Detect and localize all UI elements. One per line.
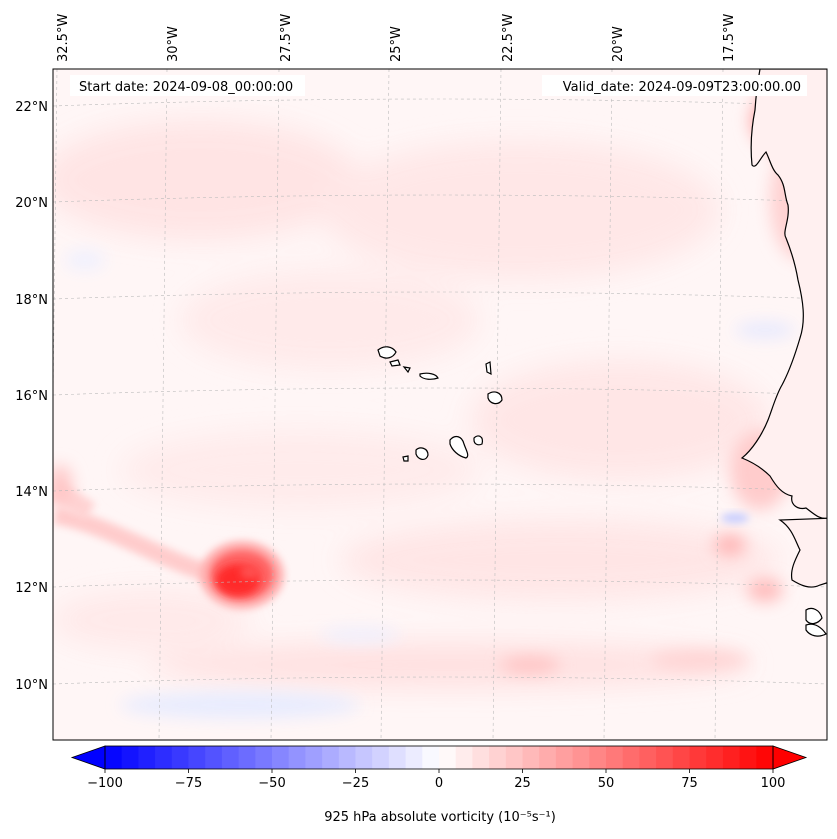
start-date-label: Start date: 2024-09-08_00:00:00 bbox=[79, 80, 293, 95]
colorbar-segment bbox=[338, 746, 356, 769]
colorbar-segment bbox=[238, 746, 256, 769]
colorbar-segment bbox=[288, 746, 306, 769]
colorbar-segment bbox=[405, 746, 423, 769]
colorbar-segment bbox=[706, 746, 724, 769]
colorbar-tick-label: −50 bbox=[258, 776, 285, 791]
colorbar: −100 −75 −50 −25 0 25 50 75 100 bbox=[70, 745, 808, 791]
colorbar-segment bbox=[372, 746, 390, 769]
colorbar-segment bbox=[255, 746, 273, 769]
colorbar-tick-label: −25 bbox=[342, 776, 369, 791]
map-frame bbox=[52, 68, 828, 741]
colorbar-tick-label: 0 bbox=[435, 776, 443, 791]
colorbar-segment bbox=[539, 746, 557, 769]
parallel-line bbox=[53, 676, 827, 685]
colorbar-segment bbox=[589, 746, 607, 769]
colorbar-segment bbox=[455, 746, 473, 769]
lon-label: 30°W bbox=[166, 26, 181, 62]
colorbar-segment bbox=[672, 746, 690, 769]
longitude-labels: 32.5°W 30°W 27.5°W 25°W 22.5°W 20°W 17.5… bbox=[56, 14, 737, 62]
colorbar-segment bbox=[472, 746, 490, 769]
lon-label: 27.5°W bbox=[279, 14, 294, 62]
lat-label: 18°N bbox=[15, 293, 48, 308]
colorbar-segment bbox=[756, 746, 774, 769]
vorticity-field bbox=[53, 69, 827, 740]
latitude-labels: 22°N 20°N 18°N 16°N 14°N 12°N 10°N bbox=[15, 100, 48, 693]
colorbar-segment bbox=[355, 746, 373, 769]
colorbar-segment bbox=[572, 746, 590, 769]
lat-label: 16°N bbox=[15, 389, 48, 404]
parallel-line bbox=[53, 291, 827, 300]
lon-label: 25°W bbox=[389, 26, 404, 62]
lat-label: 22°N bbox=[15, 100, 48, 115]
colorbar-segment bbox=[505, 746, 523, 769]
colorbar-segment bbox=[322, 746, 340, 769]
colorbar-segment bbox=[221, 746, 240, 769]
lat-label: 10°N bbox=[15, 678, 48, 693]
colorbar-segment bbox=[155, 746, 173, 769]
colorbar-tick-label: −100 bbox=[87, 776, 123, 791]
parallel-line bbox=[53, 194, 827, 203]
colorbar-segment bbox=[205, 746, 223, 769]
colorbar-segment bbox=[105, 746, 123, 769]
colorbar-segment bbox=[739, 746, 757, 769]
colorbar-tick-label: 75 bbox=[681, 776, 698, 791]
colorbar-segment bbox=[622, 746, 640, 769]
colorbar-segment bbox=[656, 746, 674, 769]
colorbar-segment bbox=[121, 746, 139, 769]
lon-label: 17.5°W bbox=[722, 14, 737, 62]
colorbar-segment bbox=[489, 746, 507, 769]
lat-label: 20°N bbox=[15, 196, 48, 211]
colorbar-segment bbox=[388, 746, 407, 769]
parallel-line bbox=[53, 98, 827, 107]
colorbar-segment bbox=[138, 746, 156, 769]
colorbar-segment bbox=[272, 746, 290, 769]
vortex-feature bbox=[200, 541, 284, 609]
lon-label: 22.5°W bbox=[501, 14, 516, 62]
colorbar-tick-label: 25 bbox=[514, 776, 531, 791]
colorbar-label: 925 hPa absolute vorticity (10⁻⁵s⁻¹) bbox=[324, 810, 556, 825]
colorbar-segment bbox=[555, 746, 574, 769]
colorbar-extend-low bbox=[70, 745, 106, 770]
colorbar-segment bbox=[439, 746, 457, 769]
colorbar-segment bbox=[522, 746, 540, 769]
lon-label: 20°W bbox=[611, 26, 626, 62]
coastline bbox=[377, 69, 827, 637]
valid-date-label: Valid_date: 2024-09-09T23:00:00.00 bbox=[563, 80, 801, 95]
colorbar-extend-high bbox=[772, 745, 808, 770]
colorbar-segment bbox=[188, 746, 206, 769]
graticule bbox=[53, 69, 827, 740]
colorbar-segment bbox=[422, 746, 440, 769]
parallel-line bbox=[53, 387, 827, 396]
colorbar-tick-label: −75 bbox=[175, 776, 202, 791]
colorbar-segment bbox=[606, 746, 624, 769]
parallel-line bbox=[53, 483, 827, 492]
colorbar-segment bbox=[305, 746, 323, 769]
lat-label: 12°N bbox=[15, 581, 48, 596]
parallel-line bbox=[53, 579, 827, 588]
colorbar-segment bbox=[722, 746, 741, 769]
colorbar-segment bbox=[171, 746, 189, 769]
colorbar-tick-label: 50 bbox=[598, 776, 615, 791]
lat-label: 14°N bbox=[15, 485, 48, 500]
colorbar-segment bbox=[689, 746, 707, 769]
colorbar-segment bbox=[639, 746, 657, 769]
lon-label: 32.5°W bbox=[56, 14, 71, 62]
colorbar-tick-label: 100 bbox=[761, 776, 786, 791]
